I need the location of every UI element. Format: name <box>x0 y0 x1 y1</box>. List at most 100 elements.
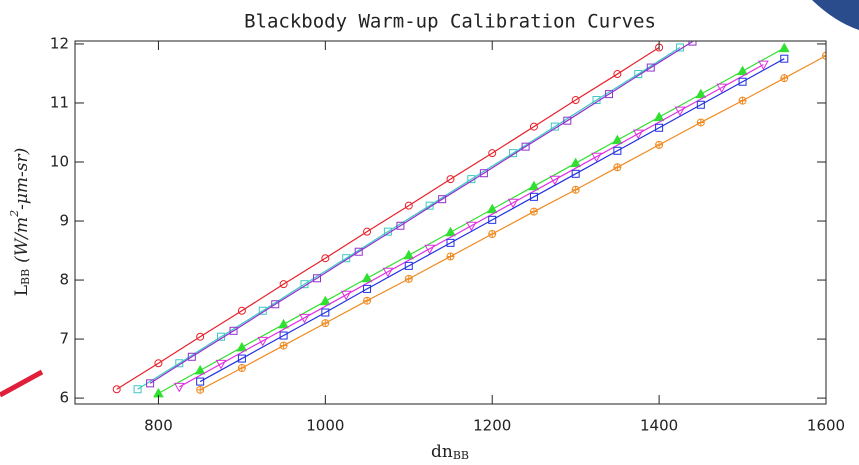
marker <box>634 70 643 79</box>
marker <box>404 261 413 270</box>
marker <box>321 319 330 328</box>
marker <box>396 221 405 230</box>
marker <box>446 238 455 247</box>
x-label-main: dn <box>431 442 453 462</box>
series-line <box>137 46 681 390</box>
marker <box>632 129 644 140</box>
marker <box>363 227 372 236</box>
marker <box>612 134 623 145</box>
x-tick-label: 1400 <box>640 417 678 435</box>
chart-title: Blackbody Warm-up Calibration Curves <box>244 11 656 33</box>
edge-decoration <box>0 369 44 398</box>
marker <box>488 230 497 239</box>
marker <box>319 295 331 306</box>
marker <box>154 359 163 368</box>
marker <box>521 142 530 151</box>
marker <box>361 272 373 283</box>
marker <box>363 284 372 293</box>
marker <box>563 116 572 125</box>
marker <box>237 364 246 372</box>
marker <box>591 152 602 163</box>
x-axis-label: dnBB <box>431 442 469 463</box>
marker <box>822 51 826 60</box>
marker <box>688 41 697 46</box>
plot-frame <box>74 40 827 405</box>
marker <box>196 332 205 341</box>
y-label-unit-end: -μm-sr) <box>12 148 32 210</box>
marker <box>363 296 372 305</box>
marker <box>549 175 561 186</box>
marker <box>175 359 184 368</box>
marker <box>321 308 330 317</box>
marker <box>299 313 310 324</box>
marker <box>738 77 747 86</box>
series-line <box>116 46 660 390</box>
marker <box>655 140 664 149</box>
marker <box>655 123 664 132</box>
marker <box>486 203 498 214</box>
marker <box>445 226 456 237</box>
plot-area <box>112 41 826 398</box>
marker <box>236 341 248 352</box>
marker <box>653 111 665 122</box>
marker <box>613 70 622 79</box>
x-label-sub: BB <box>453 449 469 462</box>
marker <box>382 267 394 278</box>
x-tick-label: 1600 <box>807 417 845 435</box>
marker <box>646 63 655 72</box>
marker <box>403 249 415 260</box>
marker <box>279 331 288 340</box>
series-line <box>199 58 785 383</box>
y-tick-label: 6 <box>59 389 69 407</box>
marker <box>488 215 497 224</box>
y-tick-label: 9 <box>59 212 69 230</box>
marker <box>424 244 435 255</box>
y-tick-label: 8 <box>59 271 69 289</box>
marker <box>279 341 288 350</box>
marker <box>279 280 288 289</box>
y-tick-label: 11 <box>50 93 69 111</box>
y-label-main: L <box>12 285 32 296</box>
marker <box>278 318 289 329</box>
x-tick-label: 1000 <box>306 417 344 435</box>
marker <box>695 88 707 99</box>
marker <box>570 157 582 168</box>
marker <box>133 385 142 394</box>
marker <box>312 274 321 283</box>
marker <box>229 326 238 335</box>
marker <box>529 207 538 216</box>
marker <box>778 42 790 53</box>
marker <box>187 352 196 361</box>
marker <box>605 90 614 99</box>
y-tick-label: 12 <box>50 34 69 52</box>
marker <box>271 300 280 309</box>
marker <box>258 306 267 315</box>
marker <box>354 247 363 256</box>
marker <box>112 385 121 394</box>
marker <box>737 65 748 76</box>
marker <box>404 274 413 283</box>
marker <box>446 252 455 261</box>
y-tick-label: 10 <box>50 153 69 171</box>
marker <box>173 382 185 393</box>
marker <box>479 169 488 178</box>
marker <box>509 149 518 158</box>
marker <box>780 54 789 63</box>
marker <box>466 221 477 232</box>
marker <box>696 118 705 127</box>
marker <box>446 175 455 184</box>
y-label-sub: BB <box>19 269 32 285</box>
series-line <box>199 55 826 391</box>
marker <box>528 180 540 191</box>
series-line <box>149 41 693 384</box>
x-tick-label: 1200 <box>473 417 511 435</box>
marker <box>342 254 351 263</box>
marker <box>196 385 205 394</box>
marker <box>696 100 705 109</box>
series-line <box>158 47 785 394</box>
y-label-unit: (W/m <box>12 217 32 263</box>
marker <box>237 354 246 363</box>
marker <box>237 306 246 315</box>
